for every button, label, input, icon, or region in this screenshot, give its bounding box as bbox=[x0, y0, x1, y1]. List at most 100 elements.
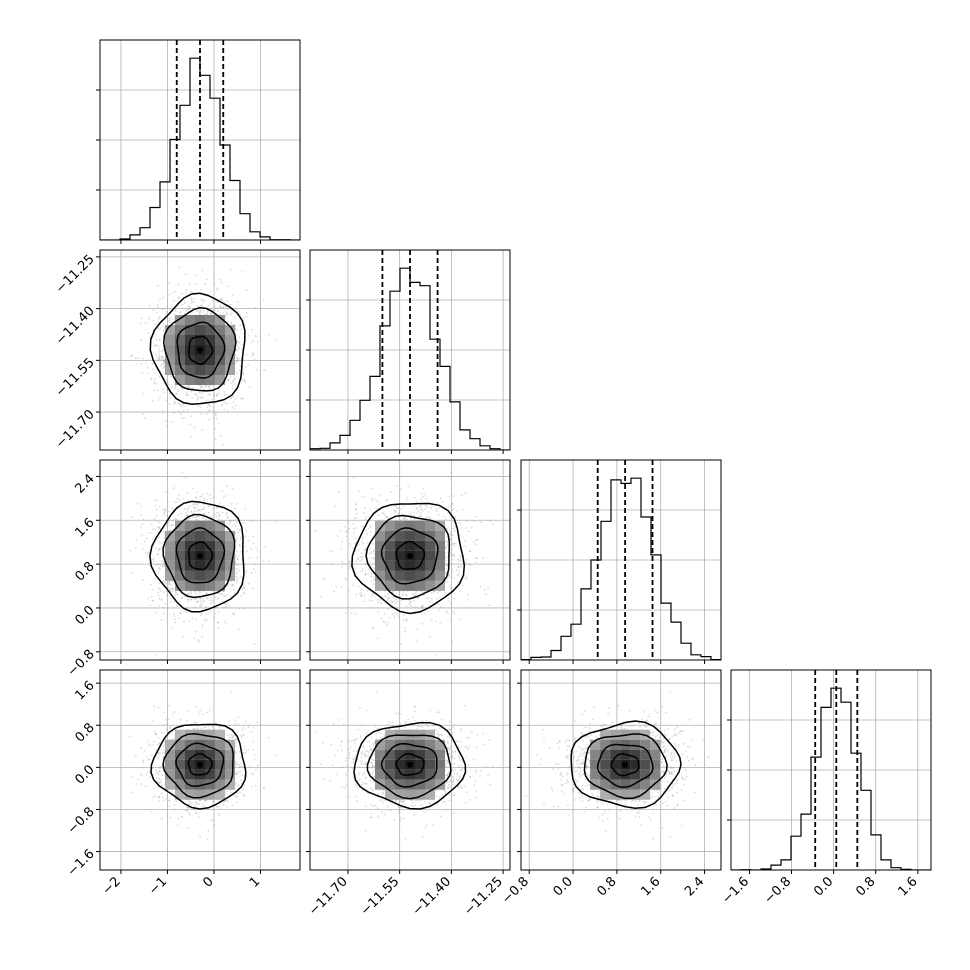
point-2-0-904 bbox=[196, 515, 199, 518]
point-2-0-2782 bbox=[163, 548, 166, 550]
point-2-1-1896 bbox=[371, 627, 374, 630]
point-1-0-1758 bbox=[226, 402, 229, 405]
point-2-0-802 bbox=[162, 560, 164, 563]
point-2-1-1098 bbox=[413, 599, 416, 602]
point-2-0-1810 bbox=[190, 593, 193, 596]
point-2-0-1730 bbox=[167, 580, 170, 583]
point-2-0-1684 bbox=[141, 548, 144, 550]
point-1-0-576 bbox=[160, 357, 163, 359]
point-1-0-2058 bbox=[191, 298, 194, 300]
point-2-0-750 bbox=[252, 542, 255, 545]
point-2-0-1098 bbox=[203, 599, 206, 602]
point-2-1-2448 bbox=[425, 516, 428, 519]
point-2-1-130 bbox=[380, 602, 383, 605]
point-2-1-1512 bbox=[403, 518, 406, 520]
point-1-0-672 bbox=[186, 391, 188, 394]
point-2-1-892 bbox=[457, 565, 459, 568]
point-2-1-2472 bbox=[372, 567, 375, 569]
point-1-0-2536 bbox=[256, 341, 259, 343]
point-2-0-2698 bbox=[193, 510, 196, 513]
point-2-0-1226 bbox=[147, 552, 149, 555]
point-1-0-124 bbox=[148, 316, 151, 319]
point-2-0-2508 bbox=[177, 494, 180, 497]
point-2-1-1732 bbox=[319, 595, 322, 598]
point-2-0-1080 bbox=[210, 596, 212, 599]
point-2-1-2764 bbox=[448, 535, 451, 538]
point-1-0-2384 bbox=[131, 355, 134, 357]
point-2-1-494 bbox=[448, 600, 451, 603]
point-2-1-1040 bbox=[361, 567, 364, 570]
point-2-0-1314 bbox=[195, 630, 198, 633]
point-2-1-296 bbox=[415, 593, 418, 596]
point-2-1-504 bbox=[388, 617, 390, 619]
point-2-1-1748 bbox=[391, 614, 394, 616]
point-1-0-2718 bbox=[199, 309, 201, 312]
point-2-1-2602 bbox=[387, 607, 389, 610]
point-1-0-452 bbox=[162, 356, 164, 359]
point-1-0-1422 bbox=[241, 271, 244, 273]
point-2-1-1460 bbox=[376, 637, 379, 640]
density-cell-2-0 bbox=[165, 550, 175, 561]
point-2-1-2262 bbox=[392, 591, 394, 593]
point-1-0-1552 bbox=[234, 329, 237, 332]
point-2-0-816 bbox=[230, 581, 233, 583]
point-2-0-1748 bbox=[233, 614, 236, 616]
density-cell-2-1 bbox=[375, 520, 385, 531]
point-2-0-658 bbox=[174, 593, 177, 596]
point-1-0-1382 bbox=[239, 324, 242, 326]
point-2-0-2994 bbox=[232, 519, 235, 522]
point-3-0-186 bbox=[242, 734, 245, 736]
point-1-0-2966 bbox=[226, 308, 229, 310]
point-2-1-906 bbox=[356, 573, 359, 576]
point-2-1-1064 bbox=[390, 519, 393, 521]
point-2-1-648 bbox=[335, 585, 338, 588]
density-cell-1-0 bbox=[175, 375, 185, 385]
point-1-0-2670 bbox=[225, 311, 228, 314]
point-2-1-1302 bbox=[369, 526, 372, 528]
point-2-1-2566 bbox=[410, 513, 413, 516]
point-2-1-2000 bbox=[359, 570, 361, 573]
point-3-0-268 bbox=[157, 787, 160, 789]
point-2-1-536 bbox=[439, 621, 442, 624]
panel-frame-2-2 bbox=[520, 459, 722, 661]
point-1-0-2362 bbox=[242, 397, 245, 400]
point-2-1-2264 bbox=[450, 588, 452, 591]
density-cell-2-0 bbox=[175, 540, 185, 551]
point-2-1-1110 bbox=[397, 511, 400, 514]
point-2-1-1888 bbox=[469, 550, 472, 552]
point-2-1-1318 bbox=[357, 549, 360, 552]
point-2-0-1954 bbox=[171, 507, 173, 510]
point-2-1-382 bbox=[453, 545, 456, 548]
point-2-1-1876 bbox=[431, 505, 433, 508]
point-2-1-912 bbox=[451, 548, 453, 551]
density-cell-1-0 bbox=[185, 355, 195, 365]
point-1-0-2142 bbox=[153, 382, 156, 385]
ytick-label-1-2: −11.40 bbox=[53, 304, 98, 349]
point-2-1-2706 bbox=[406, 518, 408, 521]
point-2-0-1604 bbox=[158, 567, 161, 569]
point-3-0-18 bbox=[165, 797, 167, 800]
point-1-0-1544 bbox=[195, 282, 198, 285]
point-2-1-456 bbox=[348, 589, 350, 592]
point-2-0-1178 bbox=[252, 587, 254, 590]
panel-1-0: −11.70−11.55−11.40−11.25 bbox=[53, 249, 301, 454]
point-2-0-2850 bbox=[199, 600, 202, 602]
point-2-0-2130 bbox=[193, 505, 195, 508]
point-2-1-550 bbox=[453, 597, 456, 600]
point-1-0-1618 bbox=[201, 385, 204, 388]
point-2-0-1120 bbox=[206, 597, 209, 600]
point-2-0-490 bbox=[134, 547, 137, 549]
point-1-0-2704 bbox=[226, 313, 229, 316]
point-1-0-0 bbox=[263, 369, 266, 372]
density-cell-1-0 bbox=[205, 345, 215, 355]
point-2-1-1608 bbox=[384, 595, 387, 598]
point-1-0-2 bbox=[229, 313, 232, 316]
point-2-0-2182 bbox=[151, 599, 154, 602]
point-1-0-2378 bbox=[155, 382, 158, 385]
point-1-0-820 bbox=[212, 417, 215, 419]
contour-2-1-3 bbox=[351, 502, 466, 615]
point-1-0-748 bbox=[240, 379, 243, 382]
point-2-1-2748 bbox=[360, 594, 362, 597]
point-2-0-756 bbox=[236, 550, 238, 553]
point-1-0-770 bbox=[238, 312, 241, 315]
